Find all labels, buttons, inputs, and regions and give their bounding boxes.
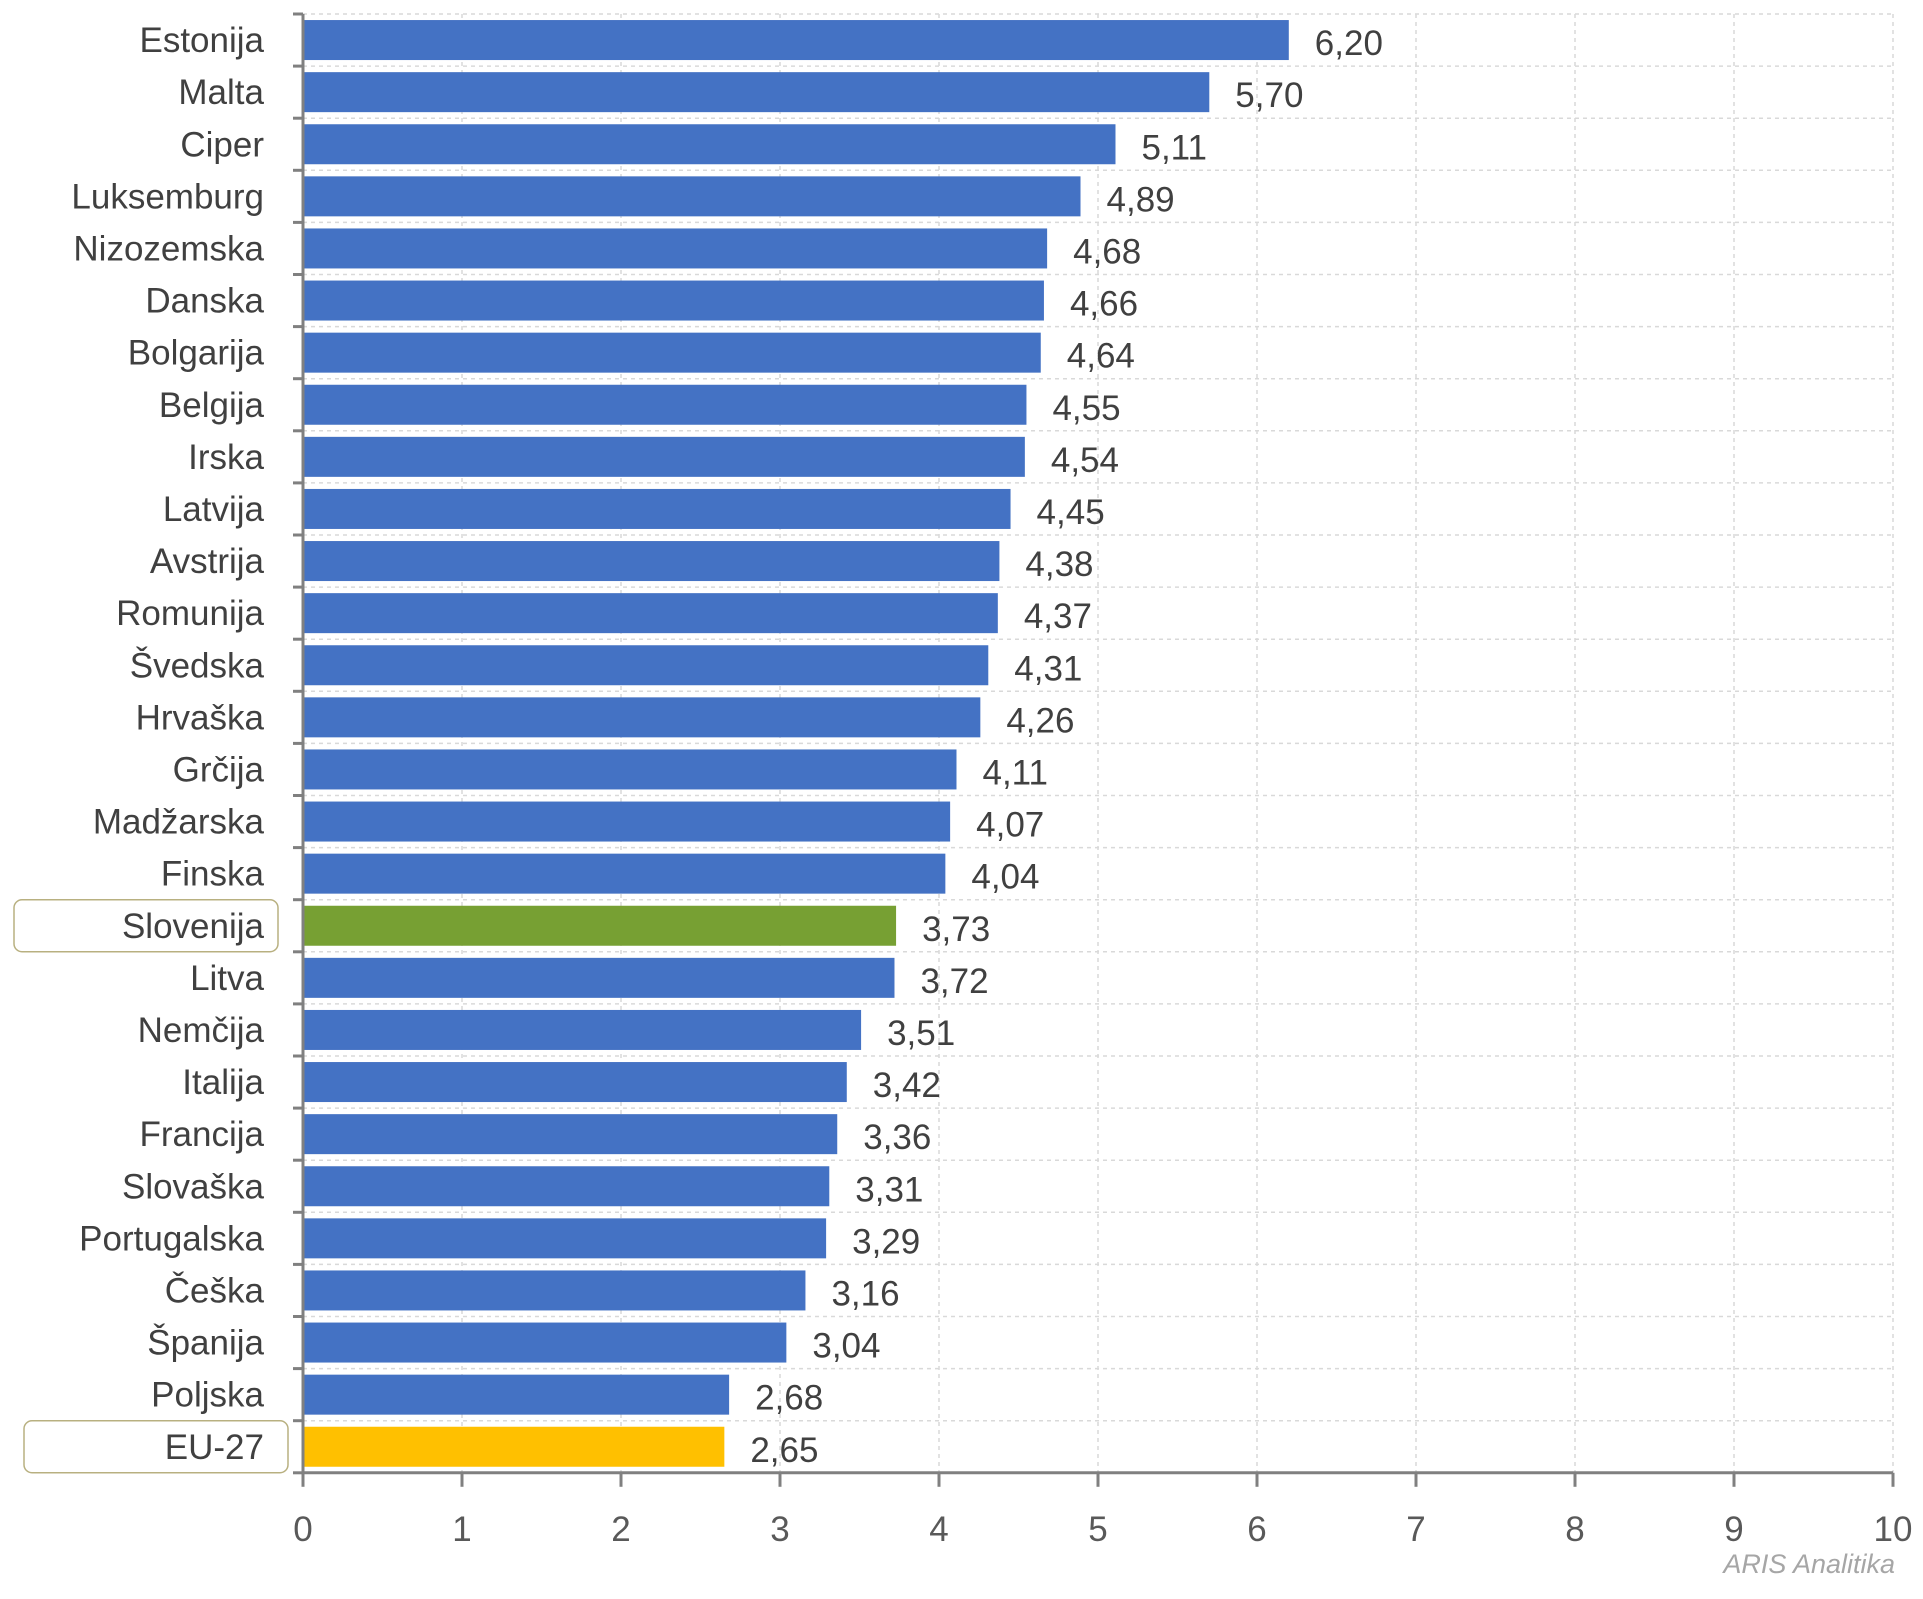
data-label: 4,04 bbox=[971, 858, 1039, 897]
bar bbox=[303, 385, 1026, 425]
data-label: 3,04 bbox=[812, 1327, 880, 1366]
watermark: ARIS Analitika bbox=[1723, 1549, 1895, 1580]
category-label: Slovenija bbox=[122, 907, 265, 946]
bar bbox=[303, 489, 1011, 529]
bar bbox=[303, 1218, 826, 1258]
bar bbox=[303, 1375, 729, 1415]
bar bbox=[303, 124, 1115, 164]
category-label: Nizozemska bbox=[73, 229, 264, 268]
bar bbox=[303, 1010, 861, 1050]
bar bbox=[303, 645, 988, 685]
bar bbox=[303, 1323, 786, 1363]
x-tick-label: 3 bbox=[770, 1510, 789, 1549]
bar bbox=[303, 1062, 847, 1102]
data-label: 5,70 bbox=[1235, 76, 1303, 115]
data-label: 4,68 bbox=[1073, 232, 1141, 271]
data-label: 4,89 bbox=[1107, 180, 1175, 219]
category-label: Italija bbox=[182, 1063, 264, 1102]
category-label: Luksemburg bbox=[71, 177, 264, 216]
category-label: Estonija bbox=[139, 21, 264, 60]
data-label: 4,66 bbox=[1070, 285, 1138, 324]
data-label: 2,65 bbox=[750, 1431, 818, 1470]
data-label: 3,36 bbox=[863, 1118, 931, 1157]
category-label: Belgija bbox=[159, 386, 265, 425]
bar bbox=[303, 802, 950, 842]
category-label: Ciper bbox=[180, 125, 264, 164]
x-tick-label: 10 bbox=[1874, 1510, 1913, 1549]
data-label: 4,54 bbox=[1051, 441, 1119, 480]
data-label: 4,37 bbox=[1024, 597, 1092, 636]
bar bbox=[303, 1114, 837, 1154]
category-label: Litva bbox=[190, 959, 264, 998]
category-label: Poljska bbox=[151, 1376, 264, 1415]
x-tick-label: 6 bbox=[1247, 1510, 1266, 1549]
category-label: Finska bbox=[161, 855, 265, 894]
data-label: 3,72 bbox=[920, 962, 988, 1001]
data-label: 3,31 bbox=[855, 1170, 923, 1209]
category-label: Romunija bbox=[116, 594, 264, 633]
bar bbox=[303, 906, 896, 946]
category-label: Bolgarija bbox=[128, 334, 265, 373]
x-tick-label: 4 bbox=[929, 1510, 948, 1549]
x-tick-label: 0 bbox=[293, 1510, 312, 1549]
data-label: 4,55 bbox=[1052, 389, 1120, 428]
category-label: Španija bbox=[147, 1324, 264, 1363]
data-label: 4,38 bbox=[1025, 545, 1093, 584]
category-label: Grčija bbox=[173, 750, 265, 789]
category-label: Portugalska bbox=[79, 1219, 264, 1258]
category-label: Slovaška bbox=[122, 1167, 265, 1206]
x-tick-label: 7 bbox=[1406, 1510, 1425, 1549]
data-label: 4,26 bbox=[1006, 701, 1074, 740]
data-label: 5,11 bbox=[1141, 128, 1207, 167]
data-label: 4,64 bbox=[1067, 337, 1135, 376]
bar bbox=[303, 176, 1081, 216]
category-label: Malta bbox=[178, 73, 264, 112]
data-label: 3,42 bbox=[873, 1066, 941, 1105]
bar bbox=[303, 281, 1044, 321]
bar bbox=[303, 749, 956, 789]
category-label: Hrvaška bbox=[136, 698, 265, 737]
category-label: Irska bbox=[188, 438, 264, 477]
data-label: 6,20 bbox=[1315, 24, 1383, 63]
bar bbox=[303, 854, 945, 894]
bar bbox=[303, 228, 1047, 268]
x-tick-label: 2 bbox=[611, 1510, 630, 1549]
data-label: 4,45 bbox=[1037, 493, 1105, 532]
x-tick-label: 8 bbox=[1565, 1510, 1584, 1549]
bar bbox=[303, 697, 980, 737]
x-tick-label: 5 bbox=[1088, 1510, 1107, 1549]
bar bbox=[303, 1270, 805, 1310]
bar bbox=[303, 958, 894, 998]
bar bbox=[303, 437, 1025, 477]
category-label: Francija bbox=[140, 1115, 265, 1154]
data-label: 4,07 bbox=[976, 806, 1044, 845]
data-label: 3,16 bbox=[831, 1274, 899, 1313]
data-label: 4,31 bbox=[1014, 649, 1082, 688]
bar bbox=[303, 1427, 724, 1467]
category-label: Avstrija bbox=[150, 542, 265, 581]
bar bbox=[303, 72, 1209, 112]
category-label: Nemčija bbox=[138, 1011, 265, 1050]
category-label: Madžarska bbox=[93, 803, 265, 842]
bar bbox=[303, 541, 999, 581]
data-label: 3,29 bbox=[852, 1222, 920, 1261]
x-tick-label: 9 bbox=[1724, 1510, 1743, 1549]
category-label: Švedska bbox=[130, 646, 265, 685]
bar bbox=[303, 593, 998, 633]
bar bbox=[303, 333, 1041, 373]
bar bbox=[303, 1166, 829, 1206]
category-label: Češka bbox=[165, 1271, 265, 1310]
bar bbox=[303, 20, 1289, 60]
category-label: Danska bbox=[145, 282, 264, 321]
x-tick-label: 1 bbox=[452, 1510, 471, 1549]
data-label: 4,11 bbox=[982, 753, 1048, 792]
category-label: Latvija bbox=[163, 490, 265, 529]
data-label: 2,68 bbox=[755, 1379, 823, 1418]
data-label: 3,73 bbox=[922, 910, 990, 949]
category-label: EU-27 bbox=[165, 1428, 264, 1467]
data-label: 3,51 bbox=[887, 1014, 955, 1053]
